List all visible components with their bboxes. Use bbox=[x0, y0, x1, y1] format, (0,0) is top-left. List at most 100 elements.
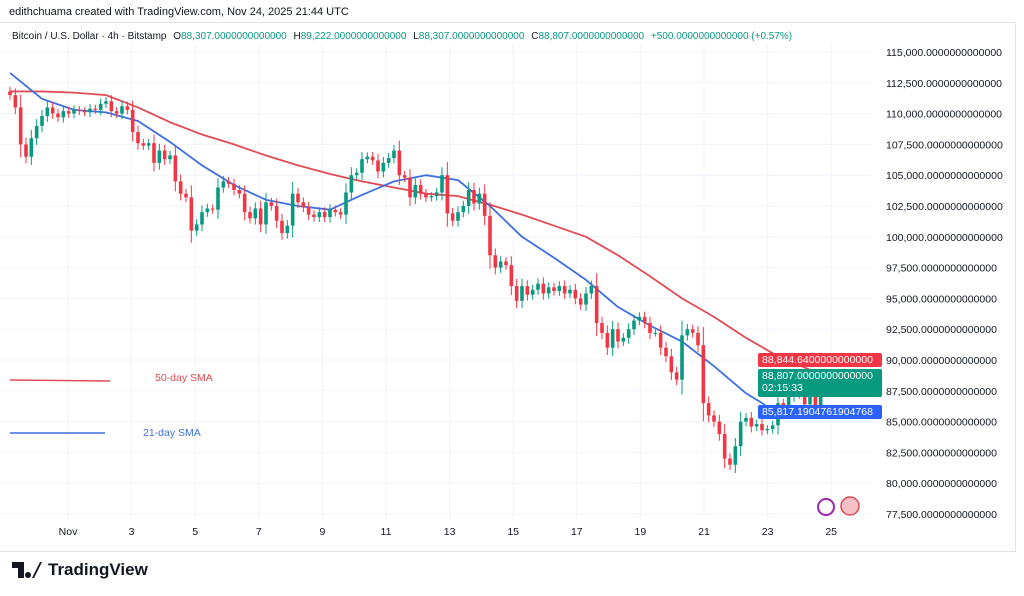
candle bbox=[424, 189, 428, 202]
candle-body bbox=[98, 103, 103, 110]
candle bbox=[669, 348, 674, 381]
symbol-label[interactable]: Bitcoin / U.S. Dollar · 4h · Bitstamp bbox=[12, 31, 167, 42]
candle-body bbox=[338, 212, 343, 215]
candle-body bbox=[637, 316, 642, 321]
low-key: L bbox=[413, 31, 419, 42]
candle-body bbox=[93, 108, 98, 110]
sma50-legend-line bbox=[9, 379, 111, 382]
candle-body bbox=[397, 150, 402, 176]
candle bbox=[685, 323, 690, 341]
candle bbox=[408, 169, 412, 206]
candle bbox=[312, 210, 316, 222]
tradingview-logo: TradingView bbox=[12, 560, 148, 580]
candle bbox=[552, 282, 556, 296]
candle bbox=[461, 200, 466, 218]
y-tick-label: 105,000.0000000000000 bbox=[886, 170, 1003, 182]
y-tick-label: 110,000.0000000000000 bbox=[886, 109, 1002, 121]
candle-body bbox=[61, 111, 66, 118]
candle bbox=[413, 178, 418, 205]
candle-body bbox=[765, 428, 770, 431]
candle-body bbox=[66, 111, 71, 114]
candle-body bbox=[477, 193, 482, 204]
y-tick-label: 107,500.0000000000000 bbox=[886, 139, 1003, 151]
candle-body bbox=[29, 138, 34, 157]
candle-body bbox=[205, 208, 210, 213]
candle-body bbox=[178, 181, 183, 194]
candle-body bbox=[306, 207, 311, 215]
x-tick-label: 9 bbox=[319, 526, 325, 538]
candle-body bbox=[34, 125, 39, 139]
candle-body bbox=[162, 150, 167, 160]
candle bbox=[392, 145, 396, 164]
candle-body bbox=[818, 390, 823, 409]
candle-body bbox=[56, 113, 60, 118]
y-tick-label: 102,500.0000000000000 bbox=[886, 201, 1003, 213]
candle-body bbox=[669, 356, 674, 373]
candle bbox=[306, 201, 311, 221]
candle bbox=[573, 283, 578, 305]
x-tick-label: 23 bbox=[762, 526, 774, 538]
candle-body bbox=[274, 206, 279, 221]
candle-body bbox=[552, 287, 556, 292]
candle-body bbox=[8, 91, 12, 96]
candle-body bbox=[104, 101, 108, 104]
candle-body bbox=[456, 212, 460, 221]
candle bbox=[525, 280, 530, 301]
candle-body bbox=[621, 337, 626, 342]
candle bbox=[488, 202, 492, 269]
candle bbox=[477, 187, 482, 210]
x-tick-label: 3 bbox=[129, 526, 135, 538]
candle bbox=[653, 329, 658, 337]
candle bbox=[589, 280, 594, 300]
sma50-line bbox=[10, 90, 832, 376]
candle-body bbox=[349, 175, 354, 193]
candle-body bbox=[701, 345, 706, 404]
candle bbox=[754, 419, 759, 431]
candle bbox=[717, 414, 722, 441]
candle bbox=[658, 325, 663, 356]
candle bbox=[541, 277, 546, 300]
candle bbox=[232, 178, 236, 196]
candle bbox=[264, 193, 268, 234]
candle bbox=[626, 323, 631, 344]
candle bbox=[98, 98, 103, 116]
candle-body bbox=[72, 109, 76, 114]
open-key: O bbox=[173, 31, 182, 42]
candle bbox=[34, 119, 39, 146]
candle-body bbox=[226, 181, 231, 184]
candle-body bbox=[674, 372, 679, 380]
candle bbox=[93, 104, 98, 114]
y-tick-label: 112,500.0000000000000 bbox=[886, 78, 1002, 90]
candle bbox=[605, 325, 610, 356]
candle-body bbox=[722, 433, 727, 459]
candle-body bbox=[754, 424, 759, 427]
candle-body bbox=[706, 403, 711, 416]
candle-body bbox=[317, 212, 322, 218]
candle-body bbox=[242, 193, 247, 213]
candle-body bbox=[664, 347, 668, 357]
candle bbox=[77, 105, 82, 116]
candle-body bbox=[616, 329, 620, 342]
y-tick-label: 100,000.0000000000000 bbox=[886, 232, 1003, 244]
candle-body bbox=[301, 202, 306, 208]
candle-body bbox=[248, 212, 252, 219]
candle bbox=[253, 202, 258, 225]
candle bbox=[600, 316, 604, 340]
candle bbox=[120, 100, 124, 120]
candle-body bbox=[312, 214, 316, 218]
candle bbox=[680, 320, 684, 395]
candle-body bbox=[536, 283, 540, 290]
ohlc-legend: Bitcoin / U.S. Dollar · 4h · Bitstamp O 8… bbox=[12, 31, 792, 42]
candle bbox=[40, 109, 44, 133]
candle bbox=[162, 144, 167, 166]
candle bbox=[557, 281, 562, 296]
candle-body bbox=[461, 206, 466, 213]
candle bbox=[456, 206, 460, 227]
candle bbox=[136, 125, 140, 150]
candle bbox=[440, 167, 444, 201]
candle-body bbox=[392, 150, 396, 158]
candle bbox=[386, 153, 391, 168]
candle bbox=[333, 205, 338, 217]
close-value: 88,807.0000000000000 bbox=[538, 31, 645, 42]
